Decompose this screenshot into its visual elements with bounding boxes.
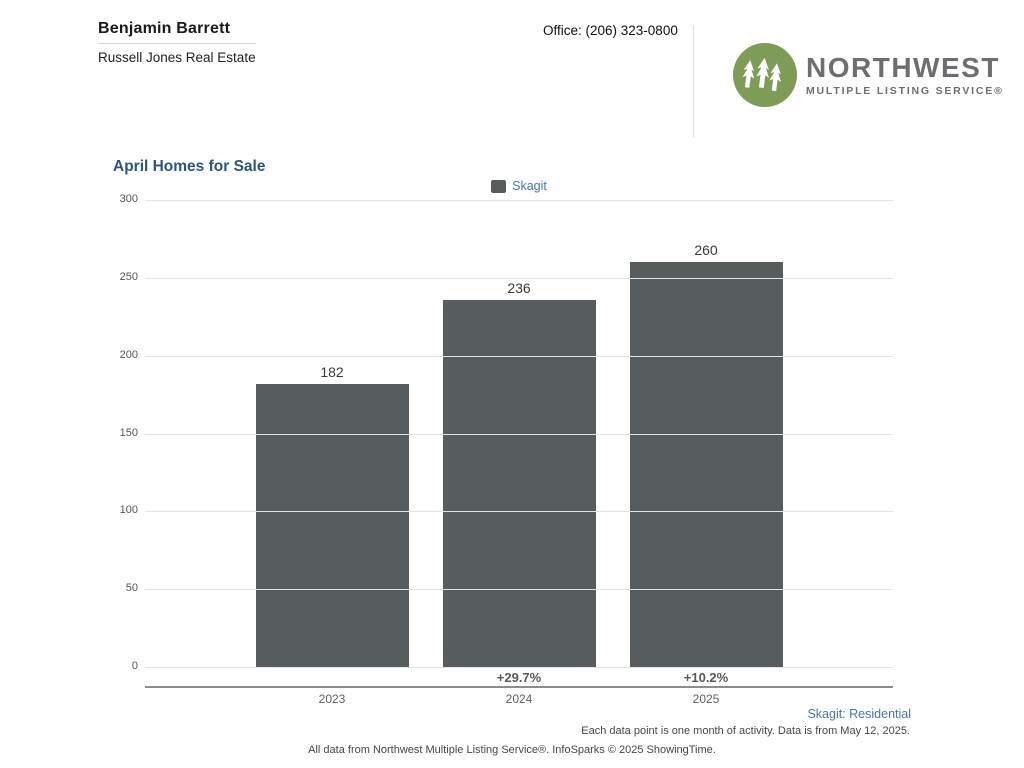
agent-name: Benjamin Barrett	[98, 20, 231, 37]
gridline-50	[145, 589, 893, 591]
bar-cell-2025: 260	[629, 200, 783, 667]
y-tick-label-150: 150	[119, 426, 138, 439]
gridline-0	[145, 667, 893, 668]
y-tick-label-200: 200	[119, 348, 138, 361]
nwmls-logo-text: NORTHWEST MULTIPLE LISTING SERVICE®	[806, 51, 1004, 97]
bar-value-label-2023: 182	[320, 363, 344, 380]
bar-skagit-2025	[629, 262, 783, 667]
bar-value-label-2025: 260	[694, 242, 718, 259]
category-label-2025: 2025	[692, 692, 720, 706]
gridline-150	[145, 433, 893, 435]
x-axis-line	[145, 686, 893, 688]
evergreen-trees-icon	[733, 43, 797, 107]
pct-change-2024: +29.7%	[496, 670, 542, 685]
y-tick-label-0: 0	[131, 660, 138, 672]
agent-block: Benjamin Barrett Russell Jones Real Esta…	[98, 20, 256, 65]
x-axis-category-labels: 2023 2024 2025	[145, 692, 893, 706]
bar-cell-2024: 236	[442, 200, 596, 667]
region-note: Skagit: Residential	[807, 707, 911, 721]
category-label-2023: 2023	[318, 692, 346, 706]
chart-title: April Homes for Sale	[113, 158, 266, 175]
bar-skagit-2024	[442, 299, 596, 667]
pct-change-row: +29.7% +10.2%	[145, 670, 893, 685]
gridline-100	[145, 511, 893, 513]
bars-row: 182 236 260	[145, 200, 893, 667]
attribution: All data from Northwest Multiple Listing…	[308, 744, 716, 756]
bar-skagit-2023	[255, 383, 409, 667]
pct-change-2025: +10.2%	[683, 670, 729, 685]
y-tick-label-250: 250	[119, 270, 138, 283]
gridline-250	[145, 277, 893, 279]
data-note: Each data point is one month of activity…	[581, 725, 910, 737]
chart-legend: Skagit	[145, 179, 893, 193]
bar-chart-plot-area: 182 236 260	[145, 200, 893, 668]
legend-label-skagit: Skagit	[512, 179, 547, 193]
logo-brand-bottom: MULTIPLE LISTING SERVICE®	[806, 84, 1004, 97]
y-tick-label-300: 300	[119, 193, 138, 205]
bar-value-label-2024: 236	[507, 279, 531, 296]
bar-cell-2023: 182	[255, 200, 409, 667]
nwmls-logo: NORTHWEST MULTIPLE LISTING SERVICE®	[733, 43, 1004, 107]
y-tick-label-50: 50	[125, 582, 138, 595]
pct-change-2023	[256, 670, 409, 685]
gridline-300	[145, 200, 893, 201]
office-phone: Office: (206) 323-0800	[543, 23, 678, 38]
y-tick-label-100: 100	[119, 504, 138, 517]
header-divider	[693, 25, 694, 137]
agent-name-underline	[98, 43, 256, 44]
agency-name: Russell Jones Real Estate	[98, 50, 256, 65]
gridline-200	[145, 355, 893, 357]
category-label-2024: 2024	[505, 692, 533, 706]
logo-brand-top: NORTHWEST	[806, 51, 1000, 83]
legend-swatch-skagit	[491, 179, 507, 193]
